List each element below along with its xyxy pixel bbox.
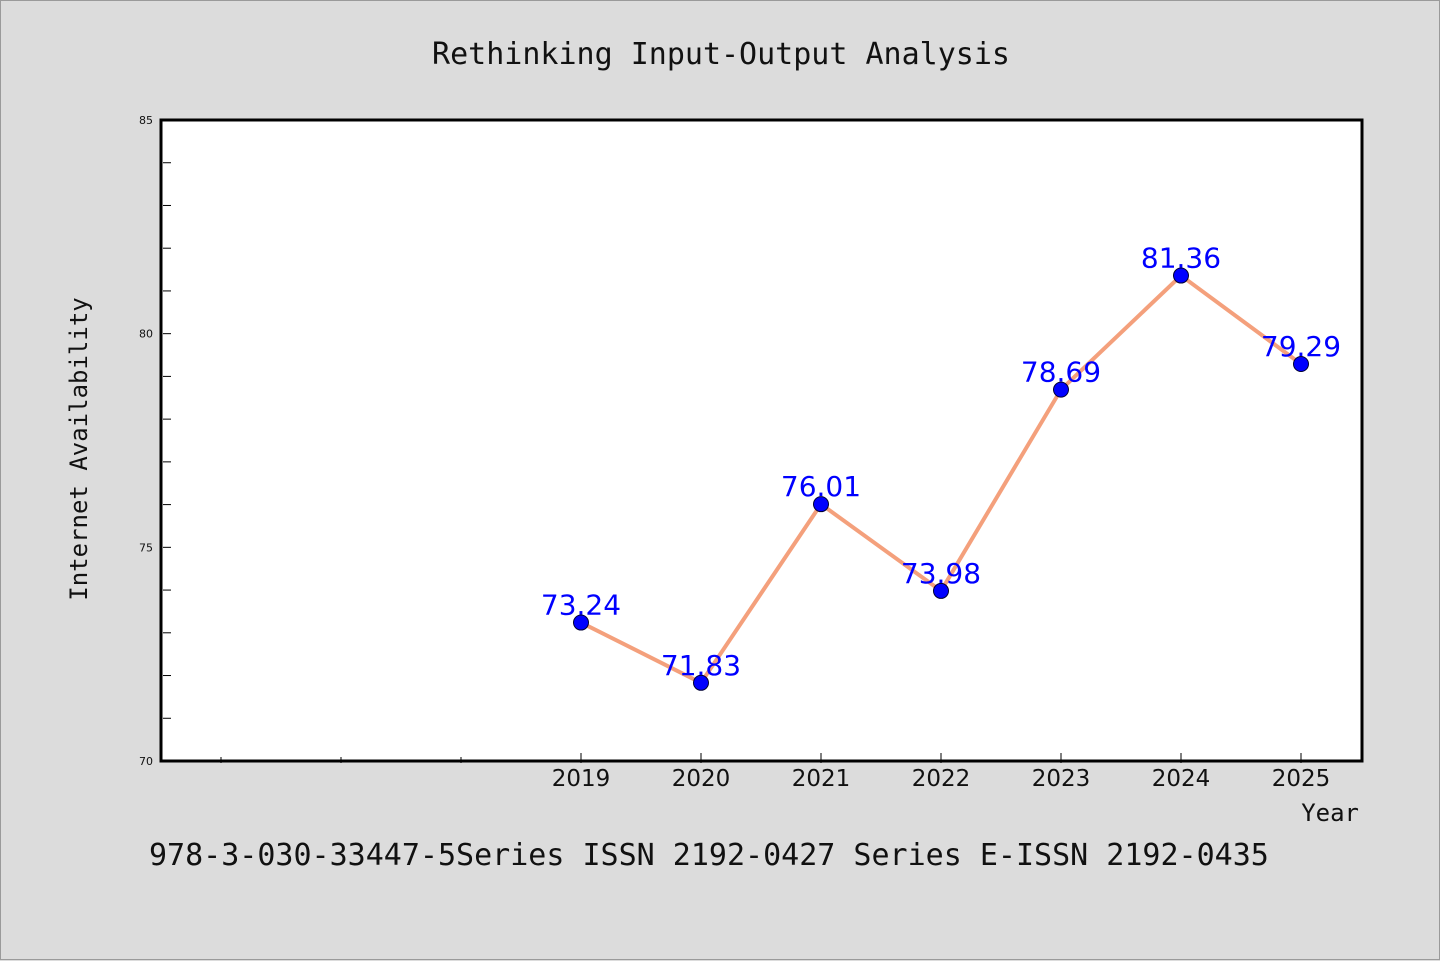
x-tick-label: 2020	[672, 766, 731, 792]
y-axis-title: Internet Availability	[65, 297, 93, 600]
x-axis-title: Year	[1301, 799, 1359, 827]
data-point	[693, 674, 709, 691]
data-label: 73.24	[541, 589, 621, 622]
data-label: 71.83	[661, 649, 741, 682]
x-axis: 2019 2020 2021 2022 2023 2024 2025	[220, 753, 1331, 792]
y-tick-label: 70	[139, 755, 153, 768]
chart-title: Rethinking Input-Output Analysis	[432, 37, 1010, 72]
x-tick-label: 2019	[552, 766, 611, 792]
data-labels: 73.24 71.83 76.01 73.98 78.69 81.36 79.29	[541, 242, 1341, 682]
x-tick-label: 2022	[912, 766, 971, 792]
data-point	[573, 614, 589, 631]
plot-area	[159, 118, 1364, 763]
y-tick-label: 85	[139, 114, 153, 127]
x-tick-label: 2023	[1032, 766, 1091, 792]
y-axis: 70 75 80 85	[139, 114, 171, 768]
data-label: 76.01	[781, 470, 861, 503]
data-label: 73.98	[901, 557, 981, 590]
data-label: 79.29	[1261, 330, 1341, 363]
y-tick-label: 75	[139, 541, 153, 554]
x-tick-label: 2021	[792, 766, 851, 792]
data-point	[813, 496, 829, 513]
data-point	[1053, 381, 1069, 398]
data-point	[1293, 356, 1309, 373]
x-tick-label: 2024	[1152, 766, 1211, 792]
x-tick-label: 2025	[1272, 766, 1331, 792]
footer-isbn-issn: 978-3-030-33447-5Series ISSN 2192-0427 S…	[149, 838, 1269, 873]
data-label: 78.69	[1021, 356, 1101, 389]
data-point	[933, 582, 949, 599]
series-layer	[573, 267, 1309, 691]
data-label: 81.36	[1141, 242, 1221, 275]
y-tick-label: 80	[139, 328, 153, 341]
data-point	[1173, 267, 1189, 284]
